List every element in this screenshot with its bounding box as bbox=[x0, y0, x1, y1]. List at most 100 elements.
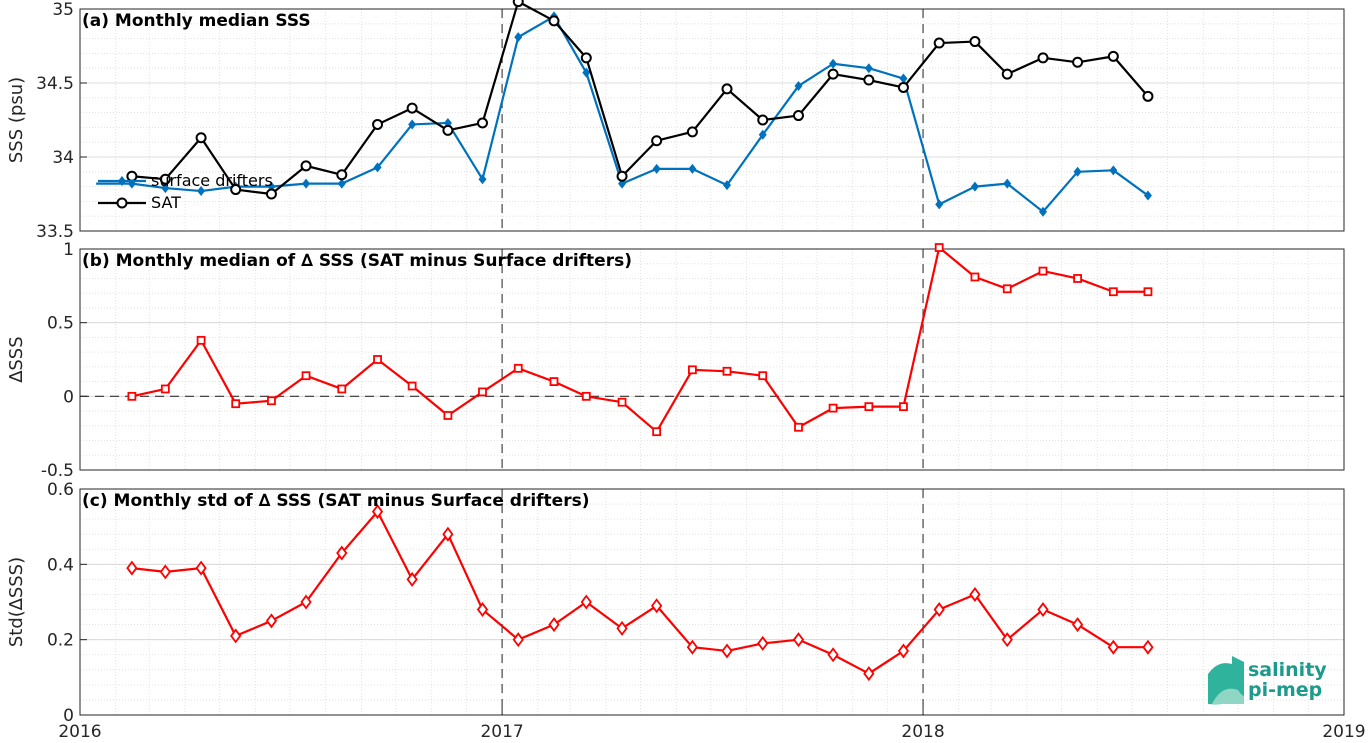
data-point bbox=[160, 384, 170, 394]
y-tick-label: 35 bbox=[52, 0, 74, 20]
panel-c-std-delta-sss: 0 0.2 0.4 0.6 Std(∆SSS) 2016 2017 2018 2019 (c) M… bbox=[6, 480, 1366, 742]
data-point bbox=[126, 170, 138, 182]
data-point bbox=[651, 598, 663, 614]
data-point bbox=[514, 32, 523, 43]
series-line bbox=[131, 246, 1148, 433]
data-point bbox=[1107, 639, 1119, 655]
data-point bbox=[513, 363, 523, 373]
y-tick-label: 33.5 bbox=[36, 222, 74, 242]
data-point bbox=[758, 129, 767, 140]
data-point bbox=[373, 355, 382, 364]
data-point bbox=[371, 504, 384, 520]
data-point bbox=[442, 526, 454, 542]
logo-line-1: salinity bbox=[1248, 659, 1327, 681]
y-tick-label: 0.6 bbox=[47, 480, 74, 500]
data-point bbox=[1108, 287, 1118, 297]
data-point bbox=[827, 647, 839, 663]
data-point bbox=[897, 643, 910, 659]
data-point bbox=[1143, 287, 1153, 297]
data-point bbox=[161, 183, 170, 194]
data-point bbox=[478, 174, 487, 185]
data-point bbox=[827, 68, 839, 80]
data-point bbox=[337, 384, 347, 394]
data-point bbox=[864, 402, 874, 412]
data-point bbox=[231, 399, 241, 409]
data-point bbox=[265, 613, 278, 629]
data-point bbox=[406, 571, 418, 587]
panel-b-median-delta-sss: -0.5 0 0.5 1 ∆SSS (b) Monthly median of ∆ SSS… bbox=[6, 240, 1345, 481]
data-point bbox=[230, 184, 242, 196]
data-point bbox=[1143, 190, 1152, 201]
y-axis-label: SSS (psu) bbox=[6, 77, 27, 163]
x-tick-label: 2017 bbox=[480, 722, 523, 742]
logo-wave-icon bbox=[1212, 688, 1244, 704]
y-axis-label: Std(∆SSS) bbox=[6, 557, 27, 647]
data-point bbox=[196, 335, 206, 345]
data-point bbox=[195, 560, 207, 576]
data-point bbox=[792, 632, 805, 648]
data-point bbox=[195, 132, 207, 144]
axes-box bbox=[79, 248, 1345, 471]
data-point bbox=[267, 396, 276, 406]
panel-a-monthly-median-sss: 33.5 34 34.5 35 SSS (psu) (a) Monthly median … bbox=[6, 0, 1345, 242]
series-line bbox=[131, 510, 1148, 675]
x-tick-label: 2018 bbox=[901, 722, 944, 742]
data-point bbox=[406, 102, 418, 114]
data-point bbox=[548, 617, 560, 633]
data-point bbox=[758, 371, 768, 381]
legend-marker bbox=[116, 197, 128, 209]
panel-title: (c) Monthly std of ∆ SSS (SAT minus Surf… bbox=[82, 491, 589, 511]
data-point bbox=[197, 186, 206, 197]
logo-line-2: pi-mep bbox=[1248, 679, 1322, 701]
data-point bbox=[934, 243, 944, 252]
data-point bbox=[1073, 274, 1082, 283]
data-point bbox=[1073, 166, 1082, 177]
data-point bbox=[722, 366, 732, 376]
data-point bbox=[1037, 602, 1049, 618]
data-point bbox=[1003, 178, 1012, 189]
data-point bbox=[476, 602, 489, 618]
data-point bbox=[721, 83, 733, 95]
legend-label: surface drifters bbox=[151, 171, 273, 190]
legend-label: SAT bbox=[151, 193, 181, 212]
data-point bbox=[580, 52, 592, 64]
data-point bbox=[1072, 56, 1084, 68]
data-point bbox=[301, 371, 311, 381]
data-point bbox=[616, 620, 628, 636]
data-point bbox=[230, 628, 242, 644]
data-point bbox=[1001, 632, 1013, 648]
data-point bbox=[829, 58, 838, 69]
data-point bbox=[722, 180, 731, 191]
data-point bbox=[1002, 284, 1012, 294]
data-point bbox=[512, 0, 524, 8]
data-point bbox=[794, 80, 803, 91]
legend-marker bbox=[118, 176, 126, 186]
data-point bbox=[127, 391, 137, 401]
data-point bbox=[792, 110, 804, 122]
y-tick-label: 34 bbox=[52, 148, 74, 168]
data-point bbox=[337, 178, 346, 189]
x-tick-label: 2016 bbox=[58, 722, 101, 742]
data-point bbox=[548, 15, 560, 27]
data-point bbox=[864, 63, 873, 74]
data-point bbox=[478, 387, 487, 397]
data-point bbox=[159, 564, 171, 580]
data-point bbox=[1071, 617, 1084, 633]
data-point bbox=[159, 173, 171, 185]
data-point bbox=[336, 169, 348, 181]
y-tick-label: 0.5 bbox=[47, 314, 74, 334]
data-point bbox=[863, 666, 875, 682]
data-point bbox=[1109, 165, 1118, 176]
data-point bbox=[652, 163, 661, 174]
data-point bbox=[897, 81, 909, 93]
data-point bbox=[580, 594, 592, 610]
data-point bbox=[442, 124, 454, 136]
data-point bbox=[1037, 52, 1049, 64]
data-point bbox=[408, 119, 417, 130]
data-point bbox=[582, 67, 591, 78]
data-point bbox=[686, 126, 698, 138]
data-point bbox=[372, 118, 384, 130]
data-point bbox=[933, 37, 945, 49]
data-point bbox=[300, 594, 312, 610]
